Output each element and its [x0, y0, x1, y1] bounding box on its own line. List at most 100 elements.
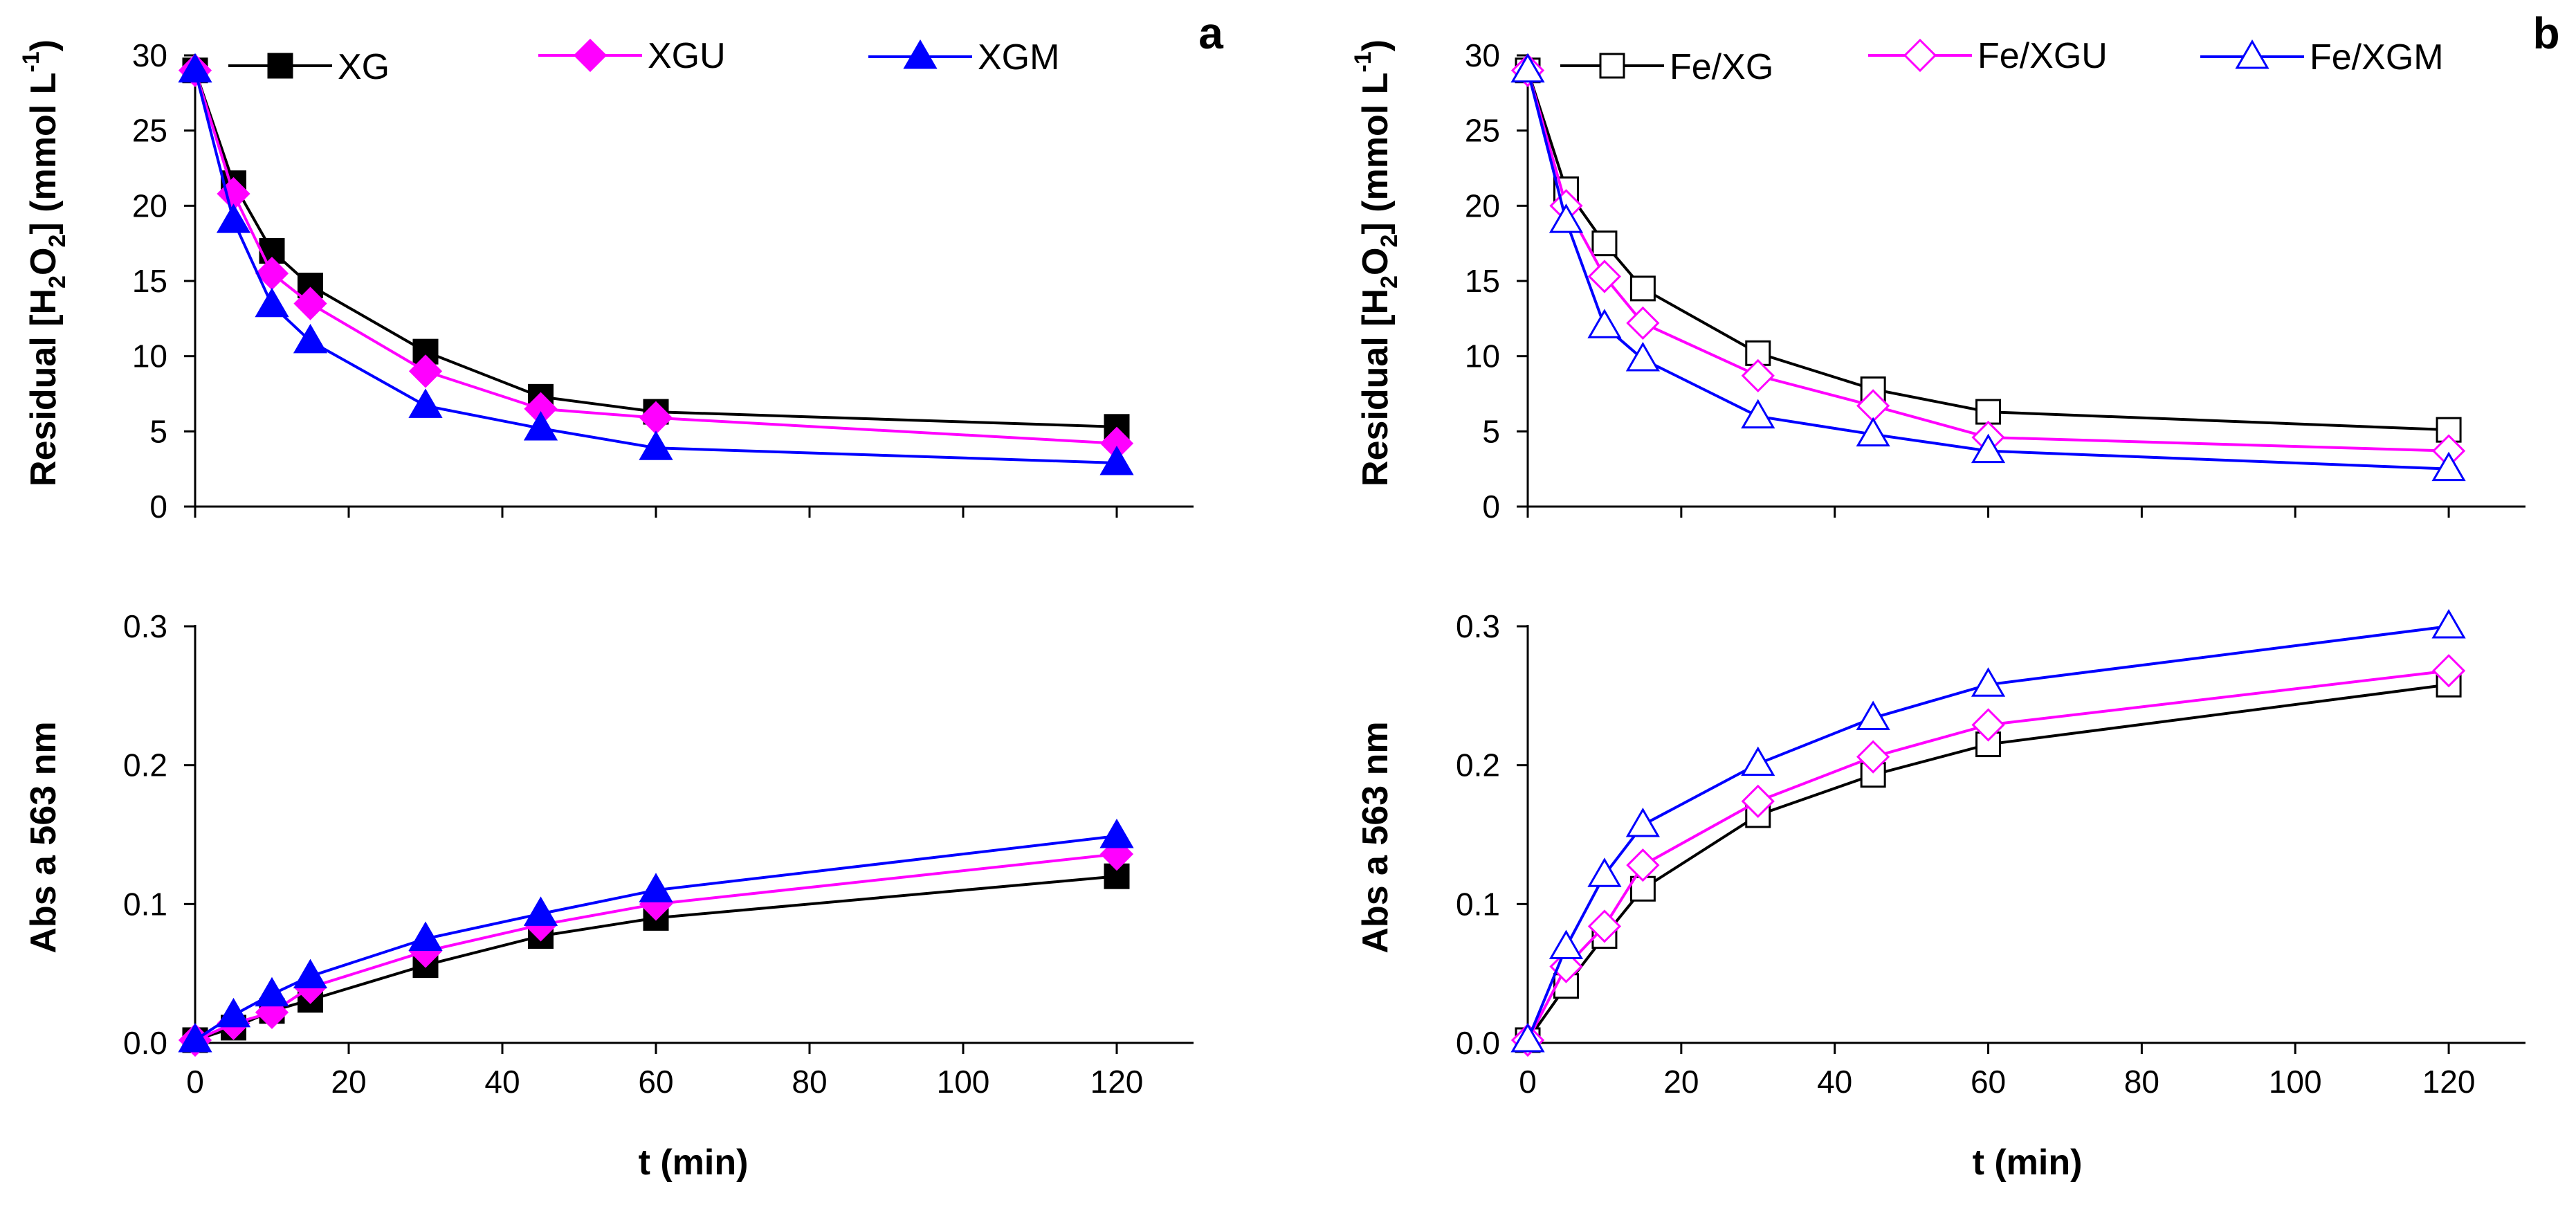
series-xg [182, 57, 1130, 440]
data-point [1587, 909, 1622, 943]
y-title-sub2: 2 [1376, 235, 1403, 248]
legend: Fe/XG Fe/XGU Fe/XGM [1560, 36, 2444, 87]
y-tick-label: 15 [132, 263, 167, 299]
legend-marker-xg [267, 53, 293, 79]
legend-item-xgu: XGU [538, 36, 726, 76]
data-point [408, 388, 443, 418]
data-point [1975, 399, 2002, 425]
data-point [293, 323, 328, 354]
legend-marker-xgu [573, 38, 608, 73]
y-title-end: ] (mmol L [24, 73, 64, 235]
x-tick-label: 80 [2124, 1064, 2159, 1100]
y-tick-label: 0.2 [123, 747, 167, 783]
y-tick-label: 10 [132, 338, 167, 374]
data-point [1587, 260, 1622, 293]
y-axis-title: Residual [H2O2] (mmol L-1) [18, 39, 71, 487]
data-point [408, 354, 443, 388]
legend-label-fe-xgm: Fe/XGM [2310, 37, 2444, 78]
y-title-sup: -1 [18, 51, 44, 72]
data-point [293, 958, 328, 989]
data-point [1549, 929, 1584, 960]
data-point [255, 287, 289, 318]
x-tick-label: 40 [1817, 1064, 1852, 1100]
data-point [1549, 203, 1584, 233]
y-tick-label: 25 [1465, 113, 1500, 149]
legend-marker-fe-xgm [2235, 39, 2269, 69]
legend-item-fe-xg: Fe/XG [1560, 47, 1773, 87]
x-tick-label: 100 [2269, 1064, 2322, 1100]
data-point [255, 976, 289, 1007]
data-point [1856, 700, 1890, 730]
data-point [523, 896, 558, 926]
y-tick-label: 0.3 [1456, 608, 1500, 644]
legend-item-fe-xgu: Fe/XGU [1868, 36, 2108, 76]
series-xgm [178, 53, 1134, 475]
series-xgu [178, 837, 1134, 1057]
axes: 0 5 10 15 20 25 30 [132, 37, 1194, 525]
data-point [1741, 784, 1775, 818]
data-point [1741, 399, 1775, 429]
data-point [216, 203, 251, 233]
legend-label-xg: XG [338, 47, 390, 87]
y-axis-title: Abs a 563 nm [24, 721, 64, 953]
data-point [1099, 819, 1134, 848]
chart-b-top: Residual [H2O2] (mmol L-1) b Fe/XG Fe/XG… [1350, 8, 2560, 525]
chart-a-bottom: Abs a 563 nm t (min) 0.0 0.1 0.2 0.3 0 20 40 60… [24, 608, 1194, 1183]
x-tick-label: 120 [2422, 1064, 2476, 1100]
y-title-close: ) [24, 39, 64, 51]
series-line [1526, 70, 2449, 432]
data-point [639, 430, 673, 460]
x-tick-label: 0 [1519, 1064, 1537, 1100]
data-point [1741, 358, 1775, 393]
data-point [1856, 417, 1890, 447]
data-point [1971, 433, 2006, 464]
y-tick-label: 5 [149, 413, 167, 449]
data-point [178, 53, 212, 83]
y-title-main: Residual [H [24, 289, 64, 487]
y-title-main: Residual [H [1355, 289, 1396, 487]
series-line [1526, 70, 2449, 471]
series-fe-xgu [1510, 654, 2466, 1057]
data-point [1591, 230, 1618, 257]
data-point [1510, 53, 1545, 83]
data-point [1625, 807, 1660, 837]
y-title-mid: O [1355, 248, 1396, 275]
y-title-mid: O [24, 248, 64, 275]
series-fe-xgm [1510, 609, 2466, 1053]
data-point [2431, 609, 2466, 639]
y-tick-label: 5 [1482, 413, 1500, 449]
y-title-sub1: 2 [44, 275, 71, 289]
data-point [1625, 342, 1660, 372]
x-tick-label: 60 [1971, 1064, 2006, 1100]
legend-label-fe-xgu: Fe/XGU [1977, 36, 2108, 76]
legend-label-fe-xg: Fe/XG [1670, 47, 1773, 87]
series-line [194, 70, 1117, 464]
x-axis-title: t (min) [1973, 1143, 2083, 1183]
data-point [1587, 309, 1622, 338]
y-title-sub1: 2 [1376, 275, 1403, 289]
y-axis-title: Abs a 563 nm [1355, 721, 1396, 953]
data-point [1971, 667, 2006, 697]
data-point [408, 921, 443, 951]
axes: 0 5 10 15 20 25 30 [1465, 37, 2525, 525]
x-tick-label: 40 [484, 1064, 520, 1100]
x-tick-label: 20 [331, 1064, 366, 1100]
data-point [216, 997, 251, 1028]
series-fe-xg [1515, 57, 2462, 443]
data-point [2431, 451, 2466, 482]
y-tick-label: 0.0 [1456, 1025, 1500, 1061]
series-xgm [178, 819, 1134, 1053]
x-axis-title: t (min) [639, 1143, 749, 1183]
y-tick-label: 10 [1465, 338, 1500, 374]
series-line [194, 70, 1117, 428]
y-title-close: ) [1355, 39, 1396, 51]
x-tick-label: 120 [1090, 1064, 1144, 1100]
x-tick-label: 60 [638, 1064, 673, 1100]
panel-label-b: b [2532, 8, 2559, 58]
data-point [293, 287, 327, 320]
data-point [178, 1022, 212, 1053]
y-tick-label: 0 [149, 489, 167, 525]
data-point [1587, 857, 1622, 887]
